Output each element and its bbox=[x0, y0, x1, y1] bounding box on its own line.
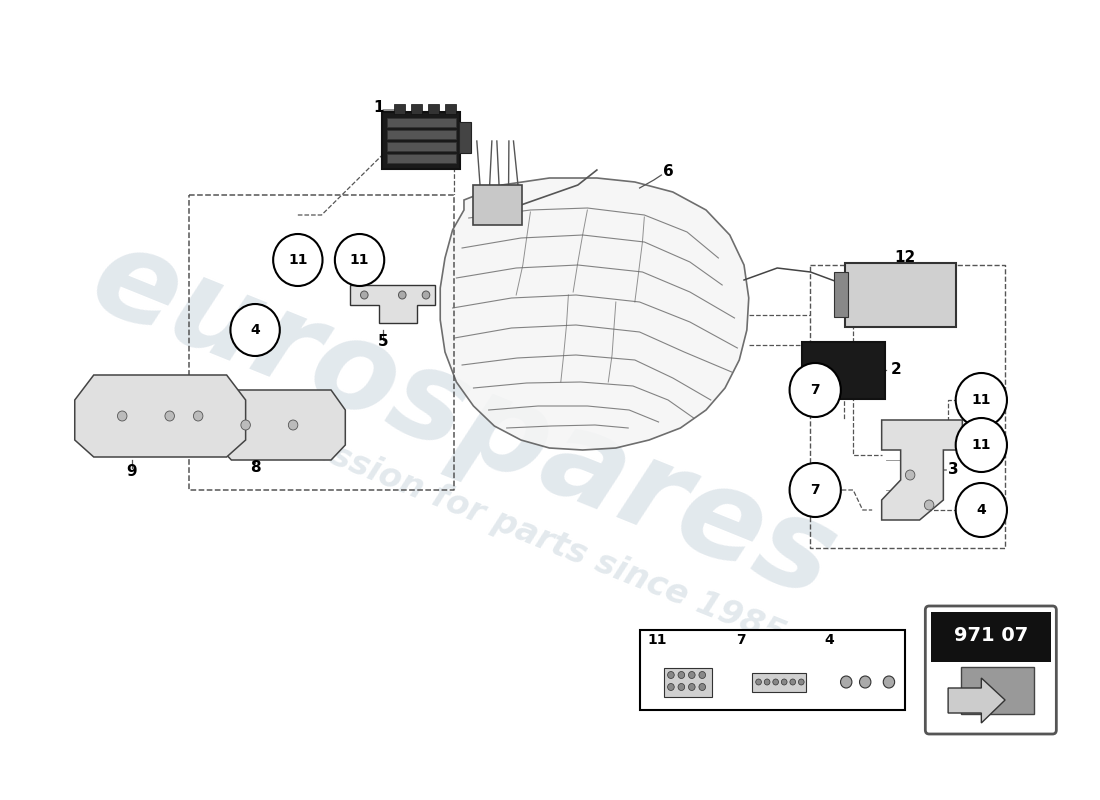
Circle shape bbox=[790, 463, 840, 517]
Circle shape bbox=[790, 679, 795, 685]
FancyBboxPatch shape bbox=[386, 142, 455, 151]
Text: 11: 11 bbox=[971, 393, 991, 407]
Circle shape bbox=[756, 679, 761, 685]
Polygon shape bbox=[948, 678, 1005, 723]
Circle shape bbox=[678, 683, 684, 690]
FancyBboxPatch shape bbox=[834, 271, 848, 317]
Text: 4: 4 bbox=[250, 323, 260, 337]
Circle shape bbox=[678, 671, 684, 678]
FancyBboxPatch shape bbox=[931, 612, 1050, 662]
FancyBboxPatch shape bbox=[925, 606, 1056, 734]
Circle shape bbox=[773, 679, 779, 685]
Circle shape bbox=[698, 683, 705, 690]
FancyBboxPatch shape bbox=[752, 673, 805, 691]
FancyBboxPatch shape bbox=[394, 104, 405, 114]
FancyBboxPatch shape bbox=[961, 667, 1034, 714]
Circle shape bbox=[422, 291, 430, 299]
Circle shape bbox=[764, 679, 770, 685]
Circle shape bbox=[241, 420, 251, 430]
Text: 1: 1 bbox=[374, 101, 384, 115]
Text: a passion for parts since 1985: a passion for parts since 1985 bbox=[252, 408, 791, 652]
Polygon shape bbox=[350, 285, 436, 323]
Circle shape bbox=[689, 671, 695, 678]
Text: 971 07: 971 07 bbox=[954, 626, 1028, 645]
Text: 11: 11 bbox=[350, 253, 370, 267]
Text: 6: 6 bbox=[663, 165, 674, 179]
Circle shape bbox=[956, 483, 1006, 537]
Circle shape bbox=[698, 671, 705, 678]
Circle shape bbox=[273, 234, 322, 286]
FancyBboxPatch shape bbox=[446, 104, 455, 114]
Text: 2: 2 bbox=[891, 362, 902, 378]
Circle shape bbox=[790, 363, 840, 417]
FancyBboxPatch shape bbox=[383, 111, 460, 169]
FancyBboxPatch shape bbox=[639, 630, 905, 710]
Text: 11: 11 bbox=[647, 633, 667, 647]
Circle shape bbox=[689, 683, 695, 690]
Text: eurospares: eurospares bbox=[75, 216, 852, 624]
Circle shape bbox=[668, 671, 674, 678]
Circle shape bbox=[924, 500, 934, 510]
Text: 9: 9 bbox=[126, 465, 138, 479]
Text: 11: 11 bbox=[971, 438, 991, 452]
Circle shape bbox=[398, 291, 406, 299]
Circle shape bbox=[781, 679, 786, 685]
Text: 4: 4 bbox=[977, 503, 987, 517]
FancyBboxPatch shape bbox=[459, 122, 471, 153]
Circle shape bbox=[194, 411, 202, 421]
FancyBboxPatch shape bbox=[411, 104, 421, 114]
FancyBboxPatch shape bbox=[845, 263, 956, 327]
Text: 3: 3 bbox=[948, 462, 959, 478]
Text: 7: 7 bbox=[811, 483, 819, 497]
Text: 7: 7 bbox=[736, 633, 746, 647]
Circle shape bbox=[288, 420, 298, 430]
Circle shape bbox=[668, 683, 674, 690]
Circle shape bbox=[799, 679, 804, 685]
FancyBboxPatch shape bbox=[802, 342, 886, 398]
FancyBboxPatch shape bbox=[386, 118, 455, 127]
FancyBboxPatch shape bbox=[663, 667, 712, 697]
Text: 12: 12 bbox=[894, 250, 916, 266]
Circle shape bbox=[956, 373, 1006, 427]
Polygon shape bbox=[440, 178, 749, 450]
Text: 5: 5 bbox=[378, 334, 388, 350]
FancyBboxPatch shape bbox=[386, 154, 455, 163]
FancyBboxPatch shape bbox=[428, 104, 439, 114]
Text: 8: 8 bbox=[250, 461, 261, 475]
Circle shape bbox=[118, 411, 127, 421]
FancyBboxPatch shape bbox=[473, 185, 521, 225]
Text: 11: 11 bbox=[288, 253, 308, 267]
Circle shape bbox=[361, 291, 368, 299]
Circle shape bbox=[230, 304, 279, 356]
Circle shape bbox=[905, 470, 915, 480]
Circle shape bbox=[165, 411, 175, 421]
Circle shape bbox=[859, 676, 871, 688]
Polygon shape bbox=[882, 420, 962, 520]
Text: 4: 4 bbox=[824, 633, 834, 647]
Circle shape bbox=[956, 418, 1006, 472]
Polygon shape bbox=[75, 375, 245, 457]
FancyBboxPatch shape bbox=[386, 130, 455, 139]
Circle shape bbox=[883, 676, 894, 688]
Polygon shape bbox=[217, 390, 345, 460]
Circle shape bbox=[334, 234, 384, 286]
Circle shape bbox=[840, 676, 851, 688]
Text: 7: 7 bbox=[811, 383, 819, 397]
